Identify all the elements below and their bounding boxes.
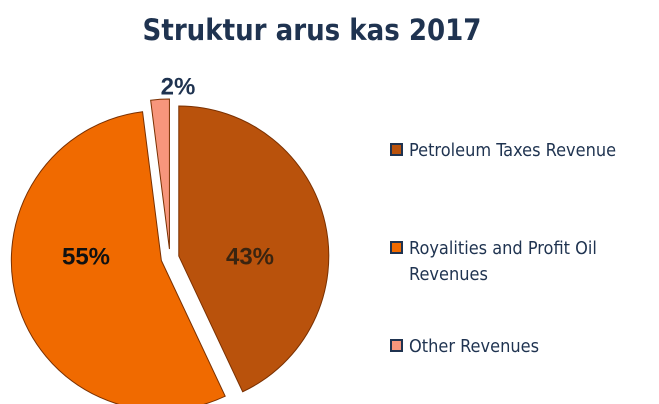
legend-label: Petroleum Taxes Revenue [409,140,617,161]
legend-item: Other Revenues [390,334,655,360]
data-label: 2% [161,73,196,100]
legend-swatch [390,339,403,352]
pie-slice [10,111,226,404]
legend-swatch [390,241,403,254]
legend-item: Royalities and Profit Oil Revenues [390,236,655,288]
legend-label: Other Revenues [409,336,540,357]
pie-slice [178,105,330,393]
legend-label: Royalities and Profit Oil Revenues [409,238,597,285]
data-label: 55% [62,243,110,270]
chart-title: Struktur arus kas 2017 [143,13,482,47]
legend-item: Petroleum Taxes Revenue [390,138,655,164]
data-label: 43% [226,243,274,270]
pie-slice [150,98,170,250]
legend-swatch [390,143,403,156]
